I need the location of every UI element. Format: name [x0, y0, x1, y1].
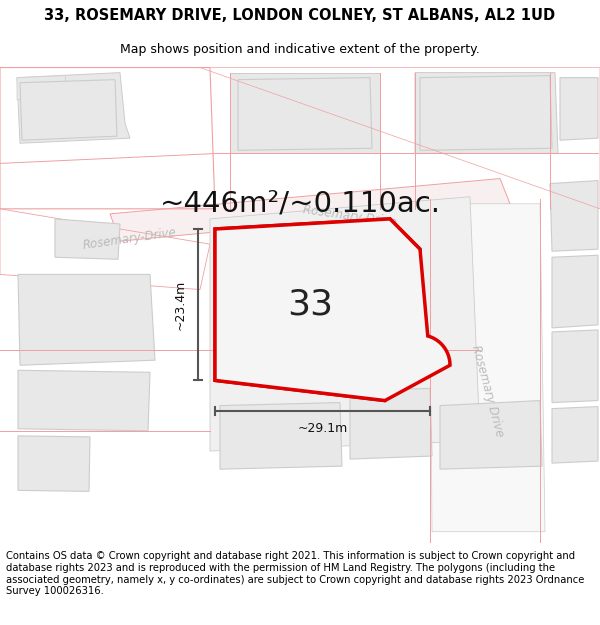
Polygon shape [230, 72, 380, 153]
Polygon shape [210, 197, 480, 451]
PathPatch shape [215, 219, 450, 401]
Polygon shape [420, 76, 552, 150]
Polygon shape [20, 79, 117, 140]
Polygon shape [18, 274, 155, 365]
Polygon shape [350, 389, 432, 459]
Polygon shape [248, 231, 395, 370]
Polygon shape [550, 181, 598, 251]
Text: 33, ROSEMARY DRIVE, LONDON COLNEY, ST ALBANS, AL2 1UD: 33, ROSEMARY DRIVE, LONDON COLNEY, ST AL… [44, 8, 556, 23]
Text: ~446m²/~0.110ac.: ~446m²/~0.110ac. [160, 190, 440, 218]
Polygon shape [552, 407, 598, 463]
Polygon shape [18, 436, 90, 491]
Polygon shape [17, 72, 130, 143]
Polygon shape [552, 255, 598, 328]
Text: Rosemary Drive: Rosemary Drive [302, 203, 398, 229]
Text: ~23.4m: ~23.4m [173, 279, 187, 330]
Text: Rosemary Drive: Rosemary Drive [469, 343, 506, 437]
Polygon shape [110, 179, 510, 241]
Polygon shape [215, 219, 420, 401]
Text: Contains OS data © Crown copyright and database right 2021. This information is : Contains OS data © Crown copyright and d… [6, 551, 584, 596]
Polygon shape [440, 401, 542, 469]
Text: ~29.1m: ~29.1m [298, 422, 347, 435]
Polygon shape [552, 330, 598, 402]
Text: Rosemary-Drive: Rosemary-Drive [82, 226, 178, 252]
Polygon shape [415, 72, 558, 153]
Polygon shape [220, 402, 342, 469]
Text: 33: 33 [287, 288, 333, 322]
Polygon shape [560, 78, 598, 140]
Text: Map shows position and indicative extent of the property.: Map shows position and indicative extent… [120, 44, 480, 56]
Polygon shape [238, 78, 372, 150]
Polygon shape [55, 219, 120, 259]
Polygon shape [430, 204, 545, 532]
Polygon shape [18, 370, 150, 431]
Polygon shape [17, 76, 68, 100]
